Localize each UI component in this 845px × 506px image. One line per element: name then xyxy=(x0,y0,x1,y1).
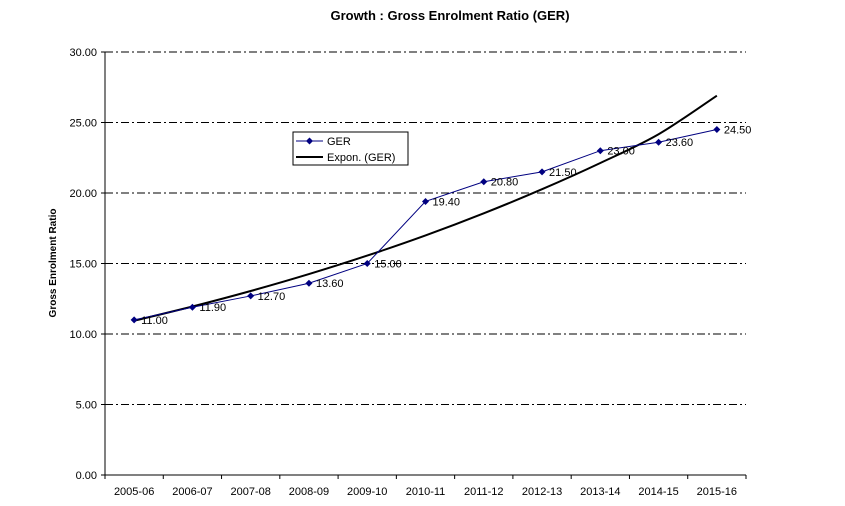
x-tick-label: 2007-08 xyxy=(230,486,270,498)
y-tick-labels: 0.00 5.00 10.00 15.00 20.00 25.00 30.00 xyxy=(69,47,97,482)
data-point-ger xyxy=(247,292,255,300)
data-label-ger: 23.00 xyxy=(607,146,635,158)
y-tick-label: 5.00 xyxy=(76,400,97,412)
data-label-ger: 23.60 xyxy=(666,137,694,149)
data-label-ger: 24.50 xyxy=(724,125,752,137)
data-label-ger: 19.40 xyxy=(433,196,461,208)
y-tick-label: 0.00 xyxy=(76,470,97,482)
x-tick-label: 2014-15 xyxy=(638,486,678,498)
y-tick-label: 10.00 xyxy=(69,329,97,341)
x-tick-label: 2012-13 xyxy=(522,486,562,498)
data-point-ger xyxy=(188,303,196,311)
x-tick-label: 2008-09 xyxy=(289,486,329,498)
x-tick-label: 2009-10 xyxy=(347,486,387,498)
data-label-ger: 11.90 xyxy=(199,302,226,314)
x-tick-label: 2010-11 xyxy=(406,486,446,498)
axes xyxy=(101,51,747,479)
data-point-ger xyxy=(655,138,663,146)
data-point-ger xyxy=(305,279,313,287)
series-line-ger xyxy=(134,129,717,321)
x-tick-label: 2013-14 xyxy=(580,486,620,498)
legend-marker-ger xyxy=(306,137,313,145)
y-tick-label: 30.00 xyxy=(69,47,97,59)
legend: GER Expon. (GER) xyxy=(292,131,409,166)
data-point-ger xyxy=(363,260,371,267)
data-label-ger: 12.70 xyxy=(258,291,286,303)
x-tick-label: 2015-16 xyxy=(697,486,737,498)
y-tick-label: 15.00 xyxy=(69,259,97,271)
legend-box xyxy=(292,131,409,166)
data-label-ger: 20.80 xyxy=(491,177,519,189)
y-axis-label: Gross Enrolment Ratio xyxy=(48,209,59,318)
data-point-ger xyxy=(713,126,721,134)
data-label-ger: 15.00 xyxy=(374,259,402,271)
data-point-ger xyxy=(596,147,604,155)
data-label-ger: 13.60 xyxy=(316,278,344,290)
x-tick-label: 2005-06 xyxy=(114,486,154,498)
y-tick-label: 20.00 xyxy=(69,188,97,200)
x-tick-labels: 2005-06 2006-07 2007-08 2008-09 2009-10 2010-… xyxy=(114,486,737,498)
data-point-ger xyxy=(480,178,488,186)
data-point-ger xyxy=(130,316,138,324)
data-label-ger: 21.50 xyxy=(549,167,577,179)
gridlines xyxy=(105,51,746,405)
x-tick-label: 2011-12 xyxy=(464,486,504,498)
legend-label-ger: GER xyxy=(327,136,351,148)
data-label-ger: 11.00 xyxy=(141,315,168,327)
y-tick-label: 25.00 xyxy=(69,118,97,130)
legend-label-expon-ger: Expon. (GER) xyxy=(327,152,395,164)
data-point-ger xyxy=(538,168,546,176)
series-line-expon-ger xyxy=(133,94,718,322)
series-layer: 11.00 11.90 12.70 13.60 15.00 19.40 20.80 21.50… xyxy=(130,94,752,327)
x-tick-label: 2006-07 xyxy=(172,486,212,498)
chart-title: Growth : Gross Enrolment Ratio (GER) xyxy=(330,8,569,23)
data-point-ger xyxy=(422,197,429,205)
